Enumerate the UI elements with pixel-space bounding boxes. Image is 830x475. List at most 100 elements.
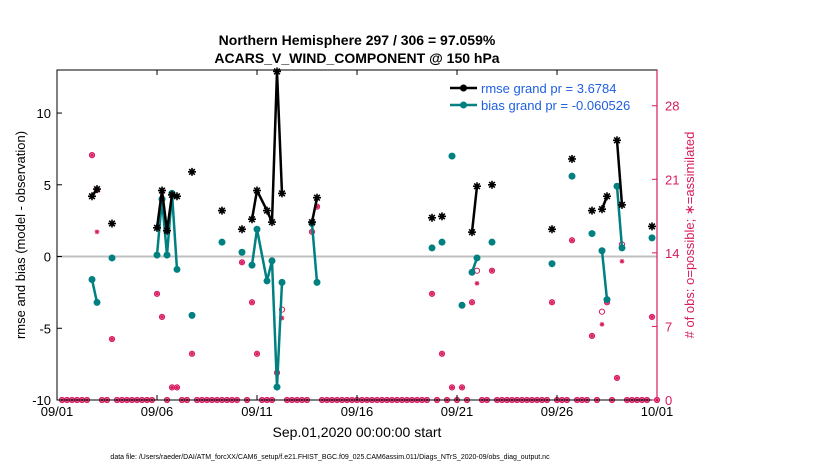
y2-tick-label: 21 (665, 172, 679, 187)
rmse-point (88, 192, 96, 201)
rmse-point (648, 222, 656, 231)
rmse-point (108, 219, 116, 228)
bias-point (603, 296, 611, 304)
rmse-line-segment (310, 197, 319, 223)
bias-point (598, 247, 606, 255)
plot-frame (56, 69, 658, 401)
obs-assimilated-marker (109, 336, 115, 342)
obs-assimilated-marker (614, 375, 620, 381)
legend-bias-label: bias grand pr = -0.060526 (481, 98, 630, 113)
y-tick-label: -10 (32, 393, 51, 408)
bias-point (108, 254, 116, 262)
y2-tick-label: 14 (665, 246, 679, 261)
bias-point (458, 301, 466, 309)
x-tick-label: 09/01 (41, 404, 74, 419)
obs-assimilated-marker (169, 384, 175, 390)
bias-line-segment (90, 279, 99, 303)
obs-assimilated-marker (469, 299, 475, 305)
rmse-point (173, 192, 181, 201)
rmse-line-segment (615, 140, 624, 205)
bias-point (428, 244, 436, 252)
obs-possible-marker (598, 308, 606, 315)
bias-point (618, 244, 626, 252)
obs-possible-marker (448, 384, 456, 391)
plot-area (57, 67, 661, 404)
rmse-point (218, 206, 226, 215)
obs-possible-marker (548, 299, 556, 306)
legend-rmse-marker (460, 84, 467, 92)
bias-point (588, 230, 596, 238)
bias-point (218, 238, 226, 246)
rmse-point (473, 182, 481, 191)
rmse-point (568, 154, 576, 163)
rmse-point (93, 185, 101, 194)
obs-possible-marker (428, 290, 436, 297)
obs-assimilated-marker (254, 351, 260, 357)
x-tick-label: 09/06 (141, 404, 174, 419)
rmse-point (613, 136, 621, 145)
rmse-point (268, 218, 276, 227)
obs-possible-marker (488, 267, 496, 274)
obs-possible-marker (588, 332, 596, 339)
x-axis-label: Sep.01,2020 00:00:00 start (273, 424, 442, 440)
rmse-point (468, 228, 476, 237)
rmse-point (188, 167, 196, 176)
obs-assimilated-marker (189, 351, 195, 357)
obs-assimilated-marker (619, 258, 625, 264)
bias-point (88, 275, 96, 283)
obs-assimilated-marker (239, 259, 245, 265)
rmse-point (618, 200, 626, 209)
rmse-point (548, 225, 556, 234)
bias-point (173, 265, 181, 273)
rmse-point (273, 67, 281, 76)
obs-assimilated-marker (89, 152, 95, 158)
obs-assimilated-marker (249, 299, 255, 305)
bias-line-segment (250, 228, 284, 389)
obs-possible-marker (188, 350, 196, 357)
obs-assimilated-marker (154, 291, 160, 297)
obs-assimilated-marker (649, 314, 655, 320)
obs-assimilated-marker (174, 384, 180, 390)
y2-tick-label: 7 (665, 319, 672, 334)
obs-possible-marker (648, 313, 656, 321)
bias-point (648, 234, 656, 242)
y-tick-label: -5 (39, 321, 51, 336)
y-tick-label: 10 (37, 106, 51, 121)
bias-point (438, 238, 446, 246)
bias-point (448, 152, 456, 160)
rmse-point (158, 186, 166, 195)
bias-point (263, 277, 271, 285)
bias-point (253, 225, 261, 233)
axes: 09/01 09/06 09/11 09/16 09/21 09/26 10/01 -10 -5… (32, 70, 679, 419)
obs-assimilated-marker (449, 384, 455, 390)
x-tick-label: 09/26 (541, 404, 574, 419)
rmse-line-segment (600, 195, 609, 210)
legend: rmse grand pr = 3.6784 bias grand pr = -… (445, 77, 654, 115)
rmse-point (238, 225, 246, 234)
obs-possible-marker (108, 335, 116, 343)
bias-point (473, 254, 481, 262)
y2-axis-label: # of obs: o=possible; ∗=assimilated (682, 132, 697, 339)
bias-point (568, 172, 576, 180)
bias-point (238, 248, 246, 256)
rmse-point (488, 180, 496, 189)
chart-subtitle: ACARS_V_WIND_COMPONENT @ 150 hPa (214, 50, 499, 66)
rmse-point (308, 218, 316, 227)
obs-assimilated-marker (429, 291, 435, 297)
x-tick-label: 09/11 (241, 404, 273, 419)
rmse-line-segment (250, 70, 284, 224)
rmse-point (163, 226, 171, 235)
x-tick-label: 09/16 (341, 404, 374, 419)
obs-possible-marker (158, 313, 166, 321)
bias-point (468, 268, 476, 276)
obs-possible-marker (613, 374, 621, 382)
rmse-point (248, 215, 256, 224)
y-axis-label: rmse and bias (model - observation) (13, 131, 28, 339)
obs-assimilated-marker (159, 314, 165, 320)
rmse-point (313, 193, 321, 202)
obs-possible-marker (88, 152, 96, 159)
legend-box (445, 77, 654, 115)
bias-point (248, 261, 256, 269)
